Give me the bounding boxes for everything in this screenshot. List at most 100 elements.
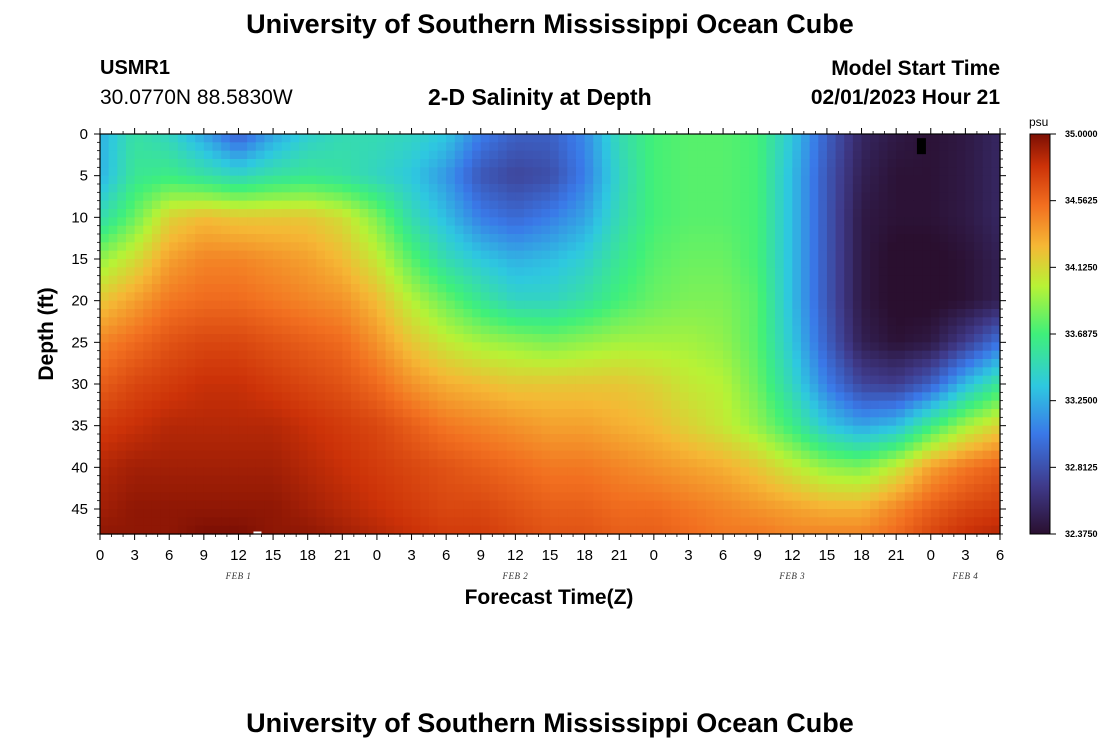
heatmap-cell [247,492,257,502]
heatmap-cell [818,184,828,193]
heatmap-cell [956,259,966,268]
heatmap-cell [238,192,248,202]
heatmap-cell [575,392,586,402]
heatmap-cell [800,150,811,160]
heatmap-cell [783,509,793,518]
heatmap-cell [151,400,162,410]
heatmap-cell [809,167,819,177]
heatmap-cell [653,184,664,193]
heatmap-cell [255,309,266,318]
heatmap-cell [775,384,785,393]
heatmap-cell [896,384,906,393]
heatmap-cell [679,250,690,260]
heatmap-cell [974,142,984,152]
heatmap-cell [394,184,404,193]
heatmap-cell [922,509,932,518]
heatmap-cell [688,367,698,377]
heatmap-cell [350,409,361,418]
heatmap-cell [974,159,984,168]
heatmap-cell [766,392,776,402]
heatmap-cell [290,367,300,377]
heatmap-cell [221,467,231,477]
heatmap-cell [627,142,638,152]
heatmap-cell [541,242,551,252]
heatmap-cell [169,134,179,143]
heatmap-cell [601,484,612,493]
heatmap-cell [982,392,992,402]
heatmap-cell [723,217,733,227]
heatmap-cell [593,334,603,343]
heatmap-cell [160,392,170,402]
heatmap-cell [498,242,508,252]
heatmap-cell [844,425,854,435]
heatmap-cell [671,300,681,310]
heatmap-cell [186,275,196,285]
heatmap-cell [229,442,240,452]
heatmap-cell [160,159,170,168]
heatmap-cell [749,242,759,252]
heatmap-cell [169,467,179,477]
heatmap-cell [593,317,603,327]
heatmap-cell [852,342,863,352]
heatmap-cell [420,500,430,510]
heatmap-cell [835,459,845,468]
heatmap-cell [221,275,231,285]
heatmap-cell [108,267,118,277]
heatmap-cell [818,459,828,468]
heatmap-cell [203,342,214,352]
heatmap-cell [679,334,690,343]
heatmap-cell [671,409,681,418]
heatmap-cell [446,450,456,460]
heatmap-cell [411,417,421,427]
heatmap-cell [203,417,214,427]
heatmap-cell [290,300,300,310]
heatmap-cell [956,309,966,318]
heatmap-cell [402,150,413,160]
heatmap-cell [299,275,309,285]
heatmap-cell [385,367,395,377]
heatmap-cell [532,250,542,260]
heatmap-cell [299,417,309,427]
heatmap-cell [108,167,118,177]
heatmap-cell [186,334,196,343]
heatmap-cell [887,134,897,143]
heatmap-cell [281,225,291,235]
heatmap-cell [299,242,309,252]
heatmap-cell [723,509,733,518]
heatmap-cell [524,359,534,368]
heatmap-cell [290,450,300,460]
heatmap-cell [221,200,231,210]
heatmap-cell [342,175,352,185]
heatmap-cell [117,492,127,502]
heatmap-cell [731,417,741,427]
heatmap-cell [835,442,845,452]
heatmap-cell [376,367,387,377]
heatmap-cell [575,434,586,443]
heatmap-cell [463,284,473,293]
heatmap-cell [852,484,863,493]
heatmap-cell [558,175,568,185]
heatmap-cell [480,317,491,327]
heatmap-cell [870,384,880,393]
heatmap-cell [887,200,897,210]
heatmap-cell [437,467,447,477]
heatmap-cell [671,200,681,210]
heatmap-cell [913,200,923,210]
heatmap-cell [255,392,266,402]
heatmap-cell [567,250,577,260]
heatmap-cell [238,392,248,402]
heatmap-cell [567,184,577,193]
heatmap-cell [307,259,317,268]
heatmap-cell [939,200,949,210]
heatmap-cell [697,384,707,393]
heatmap-cell [939,467,949,477]
heatmap-cell [835,525,845,535]
heatmap-cell [974,192,984,202]
heatmap-cell [229,275,240,285]
heatmap-cell [195,150,205,160]
heatmap-cell [870,309,880,318]
heatmap-cell [385,525,395,535]
heatmap-cell [627,192,638,202]
heatmap-cell [757,242,767,252]
heatmap-cell [446,342,456,352]
